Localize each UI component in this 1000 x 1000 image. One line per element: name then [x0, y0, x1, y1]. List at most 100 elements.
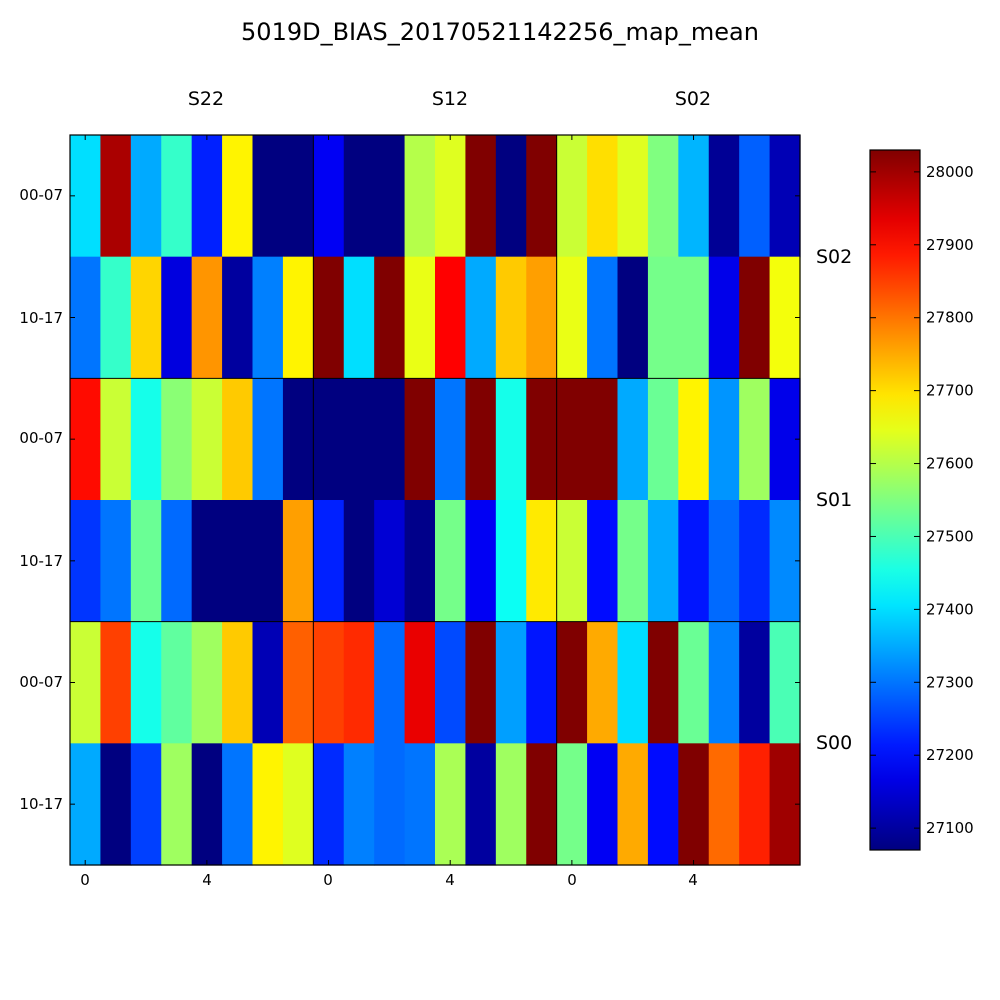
heatmap-cell	[70, 743, 102, 866]
heatmap-cell	[556, 256, 588, 379]
column-group-label: S12	[432, 88, 468, 110]
column-group-label: S22	[188, 88, 224, 110]
heatmap-cell	[282, 135, 314, 258]
heatmap-cell	[435, 256, 467, 379]
heatmap-cell	[404, 135, 436, 258]
heatmap-cell	[191, 256, 223, 379]
colorbar-ticks: 27100 27200 27300 27400 27500 27600 27700 27800…	[870, 163, 974, 837]
heatmap-cell	[161, 743, 193, 866]
heatmap-cell	[282, 378, 314, 501]
colorbar-tick-label: 27600	[926, 455, 974, 473]
heatmap-cell	[495, 500, 527, 623]
heatmap-cell	[617, 743, 649, 866]
heatmap-cell	[465, 500, 497, 623]
heatmap-cell	[70, 621, 102, 744]
heatmap-cell	[313, 743, 345, 866]
heatmap-cell	[313, 378, 345, 501]
axis-ticks	[70, 135, 800, 865]
heatmap-cell	[100, 500, 132, 623]
heatmap-cell	[161, 621, 193, 744]
heatmap-cell	[70, 256, 102, 379]
heatmap-cell	[495, 378, 527, 501]
heatmap-cell	[282, 621, 314, 744]
heatmap-cell	[282, 256, 314, 379]
heatmap-cell	[374, 256, 406, 379]
heatmap-cell	[678, 743, 710, 866]
heatmap-cell	[222, 378, 254, 501]
heatmap-cell	[161, 378, 193, 501]
colorbar: 27100 27200 27300 27400 27500 27600 27700 27800…	[869, 149, 974, 851]
heatmap-cell	[708, 500, 740, 623]
colorbar-tick-label: 27100	[926, 819, 974, 837]
heatmap-cell	[678, 256, 710, 379]
heatmap-cell	[404, 378, 436, 501]
heatmap-cell	[100, 621, 132, 744]
heatmap-cell	[374, 500, 406, 623]
heatmap-cell	[739, 743, 771, 866]
heatmap-cell	[282, 743, 314, 866]
row-group-label: S01	[816, 489, 852, 511]
heatmap-cells	[70, 135, 801, 866]
y-tick-label: 00-07	[19, 429, 63, 447]
heatmap-cell	[100, 743, 132, 866]
heatmap-cell	[313, 256, 345, 379]
panel-dividers	[70, 135, 800, 865]
colorbar-tick-label: 27900	[926, 236, 974, 254]
heatmap-cell	[708, 378, 740, 501]
heatmap-cell	[252, 256, 284, 379]
colorbar-tick-label: 27800	[926, 309, 974, 327]
heatmap-cell	[161, 256, 193, 379]
heatmap-cell	[587, 256, 619, 379]
heatmap-cell	[739, 135, 771, 258]
heatmap-cell	[435, 135, 467, 258]
heatmap-cell	[313, 135, 345, 258]
heatmap-cell	[343, 621, 375, 744]
heatmap-cell	[678, 500, 710, 623]
heatmap-cell	[526, 378, 558, 501]
heatmap-cell	[100, 256, 132, 379]
heatmap-cell	[130, 378, 162, 501]
heatmap-cell	[435, 743, 467, 866]
heatmap-cell	[587, 135, 619, 258]
heatmap-cell	[495, 135, 527, 258]
heatmap-cell	[587, 621, 619, 744]
heatmap-cell	[435, 378, 467, 501]
heatmap-cell	[495, 256, 527, 379]
heatmap-cell	[191, 500, 223, 623]
heatmap-cell	[708, 256, 740, 379]
heatmap-cell	[191, 743, 223, 866]
heatmap-cell	[313, 500, 345, 623]
heatmap-cell	[617, 135, 649, 258]
heatmap-cell	[374, 135, 406, 258]
colorbar-tick-label: 27300	[926, 673, 974, 691]
heatmap-cell	[739, 256, 771, 379]
heatmap-cell	[526, 621, 558, 744]
x-tick-label: 4	[445, 871, 455, 889]
heatmap-cell	[617, 500, 649, 623]
heatmap-cell	[465, 621, 497, 744]
heatmap-cell	[404, 743, 436, 866]
heatmap-cell	[252, 378, 284, 501]
heatmap-cell	[100, 135, 132, 258]
heatmap-cell	[465, 743, 497, 866]
heatmap-cell	[222, 743, 254, 866]
heatmap-cell	[587, 743, 619, 866]
heatmap-cell	[374, 621, 406, 744]
colorbar-tick-label: 27200	[926, 746, 974, 764]
colorbar-fill	[870, 150, 920, 850]
heatmap-cell	[647, 743, 679, 866]
heatmap-cell	[374, 743, 406, 866]
heatmap-cell	[313, 621, 345, 744]
heatmap-cell	[404, 500, 436, 623]
heatmap-cell	[465, 135, 497, 258]
heatmap-cell	[526, 500, 558, 623]
heatmap-cell	[708, 621, 740, 744]
heatmap-cell	[495, 743, 527, 866]
heatmap-cell	[191, 621, 223, 744]
x-tick-label: 4	[202, 871, 212, 889]
heatmap-cell	[647, 378, 679, 501]
heatmap-cell	[435, 621, 467, 744]
heatmap-cell	[191, 135, 223, 258]
heatmap-cell	[495, 621, 527, 744]
